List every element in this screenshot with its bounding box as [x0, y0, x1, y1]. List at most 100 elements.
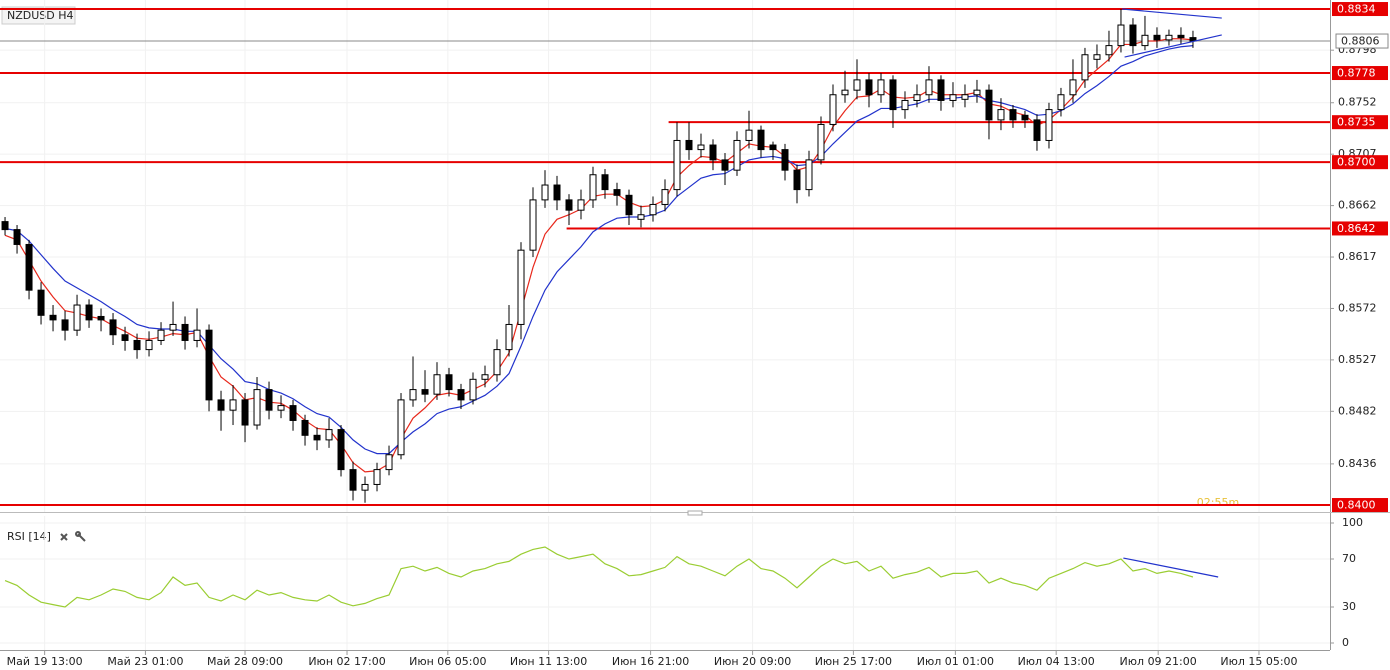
candle-body: [517, 249, 525, 325]
x-tick-label: Июл 15 05:00: [1220, 655, 1297, 668]
candle-body: [1177, 34, 1185, 39]
candle-body: [997, 109, 1005, 121]
candle-body: [949, 94, 957, 101]
candle-body: [1093, 54, 1101, 60]
level-label-box: [1332, 221, 1388, 236]
y-tick-label: 0.8436: [1338, 457, 1377, 470]
candle-body: [25, 243, 33, 291]
candle-body: [73, 304, 81, 331]
candle-body: [325, 429, 333, 441]
candle-body: [361, 483, 369, 491]
candle-body: [685, 139, 693, 151]
candle-body: [301, 419, 309, 436]
rsi-tick-label: 30: [1342, 600, 1356, 613]
candle-body: [457, 389, 465, 401]
candle-body: [289, 405, 297, 421]
candle-body: [421, 389, 429, 395]
candle-body: [229, 399, 237, 411]
candle-body: [805, 159, 813, 191]
y-tick-label: 0.8617: [1338, 250, 1377, 263]
x-tick-label: Июн 02 17:00: [308, 655, 385, 668]
candle-body: [937, 79, 945, 101]
moving-average: [4, 38, 1194, 473]
candle-body: [253, 389, 261, 426]
candle-body: [601, 174, 609, 191]
x-tick-label: Июл 09 21:00: [1120, 655, 1197, 668]
candle-body: [337, 429, 345, 471]
candle-body: [1153, 34, 1161, 41]
candle-body: [1033, 119, 1041, 141]
candle-body: [973, 89, 981, 96]
candle-body: [565, 199, 573, 211]
rsi-close-icon[interactable]: [60, 533, 68, 541]
x-tick-label: Июн 11 13:00: [510, 655, 587, 668]
x-tick-label: Июн 06 05:00: [409, 655, 486, 668]
level-label: 0.8642: [1337, 222, 1376, 235]
candle-body: [817, 123, 825, 161]
y-tick-label: 0.8482: [1338, 404, 1377, 417]
rsi-settings-icon[interactable]: [75, 531, 86, 542]
candle-body: [133, 339, 141, 351]
candle-body: [1045, 109, 1053, 141]
candle-body: [769, 144, 777, 151]
candle-body: [781, 149, 789, 171]
y-tick-label: 0.8752: [1338, 96, 1377, 109]
x-tick-label: Июн 25 17:00: [815, 655, 892, 668]
candle-body: [181, 323, 189, 341]
level-label: 0.8778: [1337, 67, 1376, 80]
candle-body: [13, 229, 21, 245]
x-tick-label: Июл 01 01:00: [917, 655, 994, 668]
rsi-line: [4, 546, 1194, 608]
candle-body: [553, 184, 561, 201]
candle-body: [1105, 45, 1113, 56]
candle-body: [901, 99, 909, 111]
rsi-trendline: [1123, 557, 1219, 578]
level-label-box: [1332, 2, 1388, 17]
candle-body: [853, 79, 861, 91]
level-label-box: [1332, 498, 1388, 513]
candle-body: [637, 214, 645, 220]
level-label-box: [1332, 66, 1388, 81]
candle-body: [445, 374, 453, 391]
candle-body: [1021, 114, 1029, 121]
candle-body: [1165, 34, 1173, 41]
candle-body: [757, 129, 765, 151]
candle-body: [145, 339, 153, 351]
candle-body: [721, 159, 729, 171]
candle-body: [481, 374, 489, 380]
level-label: 0.8700: [1337, 156, 1376, 169]
candle-body: [913, 94, 921, 101]
candle-body: [841, 89, 849, 96]
candle-body: [193, 329, 201, 341]
candle-body: [397, 399, 405, 456]
candle-body: [1, 221, 9, 231]
bar-timer: 02:55m: [1197, 496, 1239, 509]
candle-body: [121, 334, 129, 341]
candle-body: [1081, 54, 1089, 81]
candle-body: [349, 469, 357, 491]
trendline: [1122, 8, 1222, 19]
candle-body: [613, 189, 621, 196]
candle-body: [589, 174, 597, 201]
candle-body: [85, 304, 93, 321]
candle-body: [1069, 79, 1077, 96]
rsi-tick-label: 100: [1342, 516, 1363, 529]
title-box: [1, 6, 76, 25]
level-label-box: [1332, 115, 1388, 130]
candle-body: [745, 129, 753, 141]
candle-body: [409, 389, 417, 401]
candle-body: [169, 323, 177, 331]
divider-handle[interactable]: [687, 510, 703, 516]
candle-body: [577, 199, 585, 211]
level-label: 0.8400: [1337, 499, 1376, 512]
candle-body: [1141, 34, 1149, 47]
y-tick-label: 0.8662: [1338, 199, 1377, 212]
candle-body: [1129, 24, 1137, 47]
candle-body: [985, 89, 993, 121]
x-tick-label: Июн 16 21:00: [612, 655, 689, 668]
candle-body: [529, 199, 537, 251]
candle-body: [709, 144, 717, 161]
candle-body: [733, 139, 741, 171]
x-tick-label: Май 23 01:00: [107, 655, 183, 668]
